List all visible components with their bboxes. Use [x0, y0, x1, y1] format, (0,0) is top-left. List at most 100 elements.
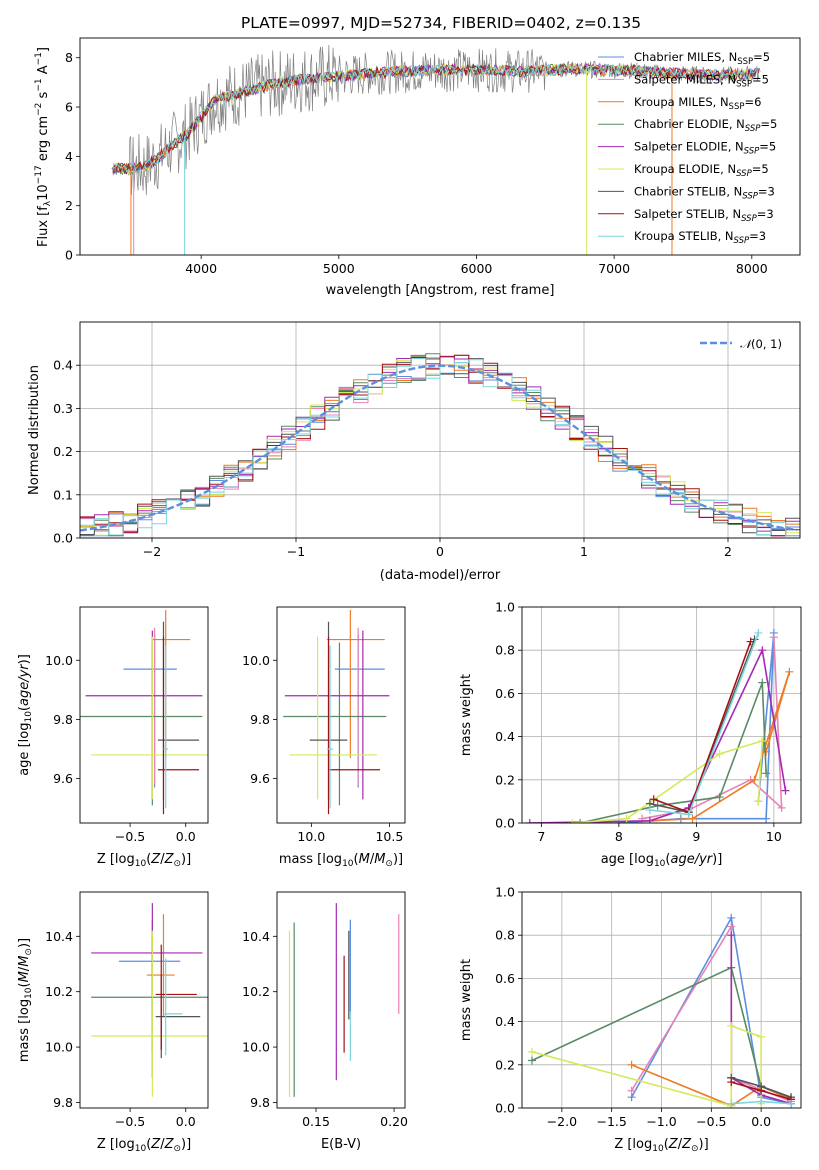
legend-label: 𝒩(0, 1)	[740, 337, 782, 351]
mass-weight-marker	[750, 775, 759, 784]
age_vs_mass-plot	[283, 609, 390, 815]
y-tick-label: 8	[65, 50, 73, 65]
x-tick-label: −0.5	[115, 829, 145, 844]
mass-weight-marker	[754, 628, 763, 637]
mass-weight-marker	[727, 913, 736, 922]
x-tick-label: 4000	[185, 261, 217, 276]
mass-weight-line	[579, 682, 767, 823]
mass-weight-marker	[614, 819, 623, 823]
mass-weight-marker	[727, 1021, 736, 1030]
y-tick-label: 10.0	[242, 1040, 270, 1055]
legend-label: Salpeter ELODIE, NSSP=5	[634, 140, 776, 157]
mass-weight-marker	[727, 922, 736, 931]
mass-weight-marker	[684, 810, 693, 819]
x-tick-label: 0.20	[380, 1114, 408, 1129]
mass-weight-marker	[622, 814, 631, 823]
residual-histogram	[80, 354, 800, 537]
age_vs_Z-xlabel: Z [log10(Z/Z⊙)]	[97, 852, 191, 869]
mass-weight-marker	[785, 667, 794, 676]
mass_vs_Z-plot	[91, 903, 208, 1097]
mass_vs_Z-xlabel: Z [log10(Z/Z⊙)]	[97, 1137, 191, 1154]
legend-label: Kroupa STELIB, NSSP=3	[634, 229, 766, 246]
x-tick-label: −0.5	[115, 1114, 145, 1129]
y-tick-label: 10.4	[45, 929, 73, 944]
x-tick-label: 8000	[736, 261, 768, 276]
mass_vs_Z-ylabel: mass [log10(M/M⊙)]	[17, 938, 34, 1062]
mass-weight-marker	[525, 819, 534, 823]
x-tick-label: −2.0	[547, 1114, 577, 1129]
normal-curve	[80, 364, 798, 532]
mass_vs_Z-frame	[79, 891, 209, 1109]
y-tick-label: 0.0	[495, 816, 515, 831]
mass_weight_vs_Z-axes: −2.0 −1.5 −1.0 −0.5 0.0 0.0 0.2 0.4 0.6 0.8 1.0 Z […	[459, 885, 802, 1154]
x-tick-label: 7	[537, 829, 545, 844]
y-tick-label: 1.0	[495, 600, 515, 615]
y-tick-label: 0.8	[495, 643, 515, 658]
y-tick-label: 9.6	[53, 771, 73, 786]
mass-weight-marker	[746, 637, 755, 646]
mass_weight_vs_age-plot	[525, 628, 794, 823]
mass-weight-marker	[769, 633, 778, 642]
model-spectrum-line	[112, 63, 760, 175]
mass-weight-marker	[781, 786, 790, 795]
legend-label: Salpeter MILES, NSSP=5	[634, 72, 769, 89]
figure-title: PLATE=0997, MJD=52734, FIBERID=0402, z=0…	[241, 14, 641, 32]
y-tick-label: 4	[65, 149, 73, 164]
spectrum-xlabel: wavelength [Angstrom, rest frame]	[326, 283, 555, 298]
mass-weight-marker	[645, 806, 654, 815]
legend-label: Kroupa MILES, NSSP=6	[634, 95, 761, 112]
mass-weight-marker	[762, 769, 771, 778]
x-tick-label: −2	[143, 544, 161, 559]
mass-weight-marker	[762, 814, 771, 823]
y-tick-label: 0.4	[495, 1014, 515, 1029]
mass-weight-line	[572, 739, 764, 823]
mass_weight_vs_age-frame	[521, 606, 802, 824]
y-tick-label: 10.4	[242, 929, 270, 944]
mass_weight_vs_Z-frame	[521, 891, 802, 1109]
mass-weight-marker	[787, 1099, 796, 1108]
age_vs_mass-frame	[276, 606, 406, 824]
x-tick-label: 9	[692, 829, 700, 844]
residuals-ylabel: Normed distribution	[27, 365, 42, 495]
mass_weight_vs_age-ylabel: mass weight	[459, 674, 474, 756]
mass_vs_Z-axes: −0.5 0.0 9.8 10.0 10.2 10.4 Z [log10(Z/Z⊙)] mas…	[17, 891, 209, 1154]
x-tick-label: 0	[436, 544, 444, 559]
residuals-plot	[80, 353, 800, 537]
y-tick-label: 10.0	[45, 653, 73, 668]
mass-weight-marker	[727, 931, 736, 940]
mass_weight_vs_age-xlabel: age [log10(age/yr)]	[601, 852, 723, 869]
mass-weight-marker	[715, 793, 724, 802]
age_vs_Z-frame	[79, 606, 209, 824]
mass-weight-marker	[576, 819, 585, 823]
residuals-axes: −2 −1 0 1 2 0.0 0.1 0.2 0.3 0.4 𝒩(0, 1) (data-model…	[27, 321, 801, 583]
y-tick-label: 0.4	[53, 358, 73, 373]
x-tick-label: 2	[724, 544, 732, 559]
y-tick-label: 0.0	[53, 531, 73, 546]
y-tick-label: 0.6	[495, 686, 515, 701]
mass-weight-marker	[757, 1097, 766, 1106]
x-tick-label: 0.0	[176, 1114, 196, 1129]
mass-weight-marker	[758, 678, 767, 687]
spectrum-legend: Chabrier MILES, NSSP=5 Salpeter MILES, NS…	[598, 50, 777, 246]
mass-weight-line	[631, 1064, 792, 1107]
legend-label: Chabrier STELIB, NSSP=3	[634, 184, 775, 201]
legend-label: Chabrier MILES, NSSP=5	[634, 50, 770, 67]
mass-weight-marker	[757, 1086, 766, 1095]
y-tick-label: 9.6	[250, 771, 270, 786]
mass-weight-marker	[762, 747, 771, 756]
mass-weight-marker	[527, 1047, 536, 1056]
y-tick-label: 10.2	[242, 984, 270, 999]
y-tick-label: 1.0	[495, 885, 515, 900]
mass-weight-marker	[715, 749, 724, 758]
y-tick-label: 0.2	[495, 1057, 515, 1072]
spectrum-plot	[111, 44, 761, 255]
mass-weight-marker	[649, 795, 658, 804]
x-tick-label: 1	[580, 544, 588, 559]
age_vs_Z-plot	[80, 609, 208, 815]
x-tick-label: −1.0	[646, 1114, 676, 1129]
age_vs_mass-axes: 10.0 10.5 9.6 9.8 10.0 mass [log10(M/M⊙)]	[242, 606, 406, 869]
spectrum-ylabel: Flux [fλ10−17 erg cm−2 s−1 A−1]	[34, 47, 53, 247]
y-tick-label: 0.1	[53, 487, 73, 502]
y-tick-label: 10.0	[45, 1040, 73, 1055]
